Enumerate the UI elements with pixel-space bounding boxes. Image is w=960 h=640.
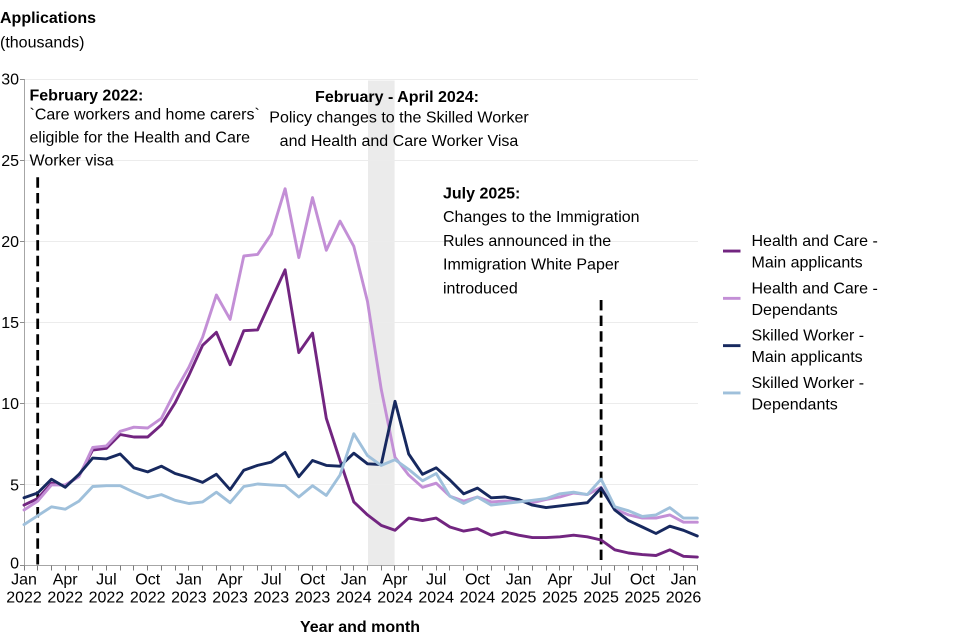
- svg-text:25: 25: [1, 153, 19, 170]
- svg-text:Skilled Worker -: Skilled Worker -: [752, 328, 865, 345]
- svg-text:2025: 2025: [501, 590, 537, 607]
- svg-text:Jul: Jul: [96, 572, 116, 589]
- svg-text:2023: 2023: [171, 590, 207, 607]
- svg-text:February - April 2024:: February - April 2024:: [315, 89, 479, 106]
- svg-text:Main applicants: Main applicants: [752, 349, 863, 366]
- svg-text:`Care workers and home carers`: `Care workers and home carers`: [30, 107, 260, 124]
- svg-text:Jan: Jan: [671, 572, 697, 589]
- svg-text:Rules announced in the: Rules announced in the: [443, 233, 611, 250]
- svg-text:2026: 2026: [666, 590, 702, 607]
- svg-text:Jan: Jan: [506, 572, 532, 589]
- svg-text:February 2022:: February 2022:: [30, 88, 144, 105]
- svg-text:Oct: Oct: [135, 572, 160, 589]
- svg-text:introduced: introduced: [443, 280, 518, 297]
- svg-text:Apr: Apr: [383, 572, 409, 589]
- svg-text:Main applicants: Main applicants: [752, 255, 863, 272]
- svg-text:Apr: Apr: [53, 572, 79, 589]
- svg-text:Oct: Oct: [300, 572, 325, 589]
- svg-text:2024: 2024: [418, 590, 454, 607]
- svg-text:2023: 2023: [254, 590, 290, 607]
- svg-text:30: 30: [1, 72, 19, 89]
- svg-text:Jul: Jul: [426, 572, 446, 589]
- svg-text:Dependants: Dependants: [752, 396, 838, 413]
- svg-text:2025: 2025: [542, 590, 578, 607]
- svg-text:Applications: Applications: [0, 10, 96, 27]
- svg-text:Immigration White Paper: Immigration White Paper: [443, 257, 620, 274]
- svg-text:Health and Care -: Health and Care -: [752, 233, 878, 250]
- svg-text:0: 0: [10, 556, 19, 573]
- svg-text:and Health and Care Worker Vis: and Health and Care Worker Visa: [280, 133, 519, 150]
- svg-text:Worker visa: Worker visa: [30, 153, 114, 170]
- svg-text:Skilled Worker -: Skilled Worker -: [752, 375, 865, 392]
- svg-text:Oct: Oct: [630, 572, 655, 589]
- svg-text:2024: 2024: [336, 590, 372, 607]
- svg-text:Health and Care -: Health and Care -: [752, 280, 878, 297]
- svg-text:Jan: Jan: [176, 572, 202, 589]
- svg-text:Apr: Apr: [218, 572, 244, 589]
- svg-text:10: 10: [1, 396, 19, 413]
- svg-text:Apr: Apr: [547, 572, 573, 589]
- svg-text:Dependants: Dependants: [752, 302, 838, 319]
- svg-text:2022: 2022: [130, 590, 166, 607]
- svg-text:(thousands): (thousands): [0, 35, 85, 52]
- svg-text:2025: 2025: [625, 590, 661, 607]
- svg-text:2022: 2022: [89, 590, 125, 607]
- svg-text:2022: 2022: [6, 590, 42, 607]
- svg-text:Jan: Jan: [341, 572, 367, 589]
- svg-text:eligible for the Health and Ca: eligible for the Health and Care: [30, 130, 251, 147]
- svg-text:2024: 2024: [460, 590, 496, 607]
- svg-text:15: 15: [1, 315, 19, 332]
- svg-text:Oct: Oct: [465, 572, 490, 589]
- svg-text:Jul: Jul: [261, 572, 281, 589]
- svg-text:2023: 2023: [295, 590, 331, 607]
- svg-text:July 2025:: July 2025:: [443, 186, 520, 203]
- svg-text:2022: 2022: [47, 590, 83, 607]
- svg-text:Jan: Jan: [11, 572, 37, 589]
- svg-text:20: 20: [1, 234, 19, 251]
- svg-text:Changes to the Immigration: Changes to the Immigration: [443, 209, 640, 226]
- svg-text:5: 5: [10, 477, 19, 494]
- svg-text:2023: 2023: [212, 590, 248, 607]
- svg-text:Jul: Jul: [591, 572, 611, 589]
- svg-text:2024: 2024: [377, 590, 413, 607]
- svg-text:2025: 2025: [583, 590, 619, 607]
- svg-text:Policy changes to the Skilled: Policy changes to the Skilled Worker: [269, 110, 529, 127]
- svg-text:Year and month: Year and month: [300, 619, 420, 636]
